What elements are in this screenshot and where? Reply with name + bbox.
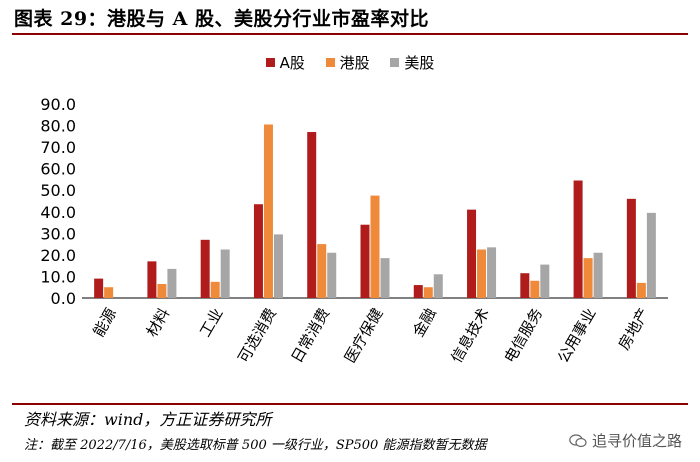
bar-a-share xyxy=(520,273,530,298)
chart-legend: A股 港股 美股 xyxy=(0,52,700,73)
x-category-label: 电信服务 xyxy=(501,305,547,366)
title-divider xyxy=(12,33,688,35)
y-tick-label: 80.0 xyxy=(40,117,76,136)
legend-item-a-share: A股 xyxy=(265,52,305,73)
y-tick-label: 30.0 xyxy=(40,224,76,243)
x-category-label: 房地产 xyxy=(615,305,653,353)
legend-label-a-share: A股 xyxy=(279,54,305,72)
bar-hk-share xyxy=(583,258,593,298)
bar-us-share xyxy=(167,268,177,298)
bar-a-share xyxy=(200,239,210,298)
note-text: 注：截至 2022/7/16，美股选取标普 500 一级行业，SP500 能源指… xyxy=(24,438,487,453)
bar-a-share xyxy=(147,261,157,298)
bar-a-share xyxy=(253,204,263,298)
bar-us-share xyxy=(593,252,603,298)
bar-hk-share xyxy=(157,283,167,298)
x-category-label: 公用事业 xyxy=(554,305,600,366)
y-tick-label: 50.0 xyxy=(40,181,76,200)
y-tick-label: 90.0 xyxy=(40,95,76,114)
bar-us-share xyxy=(646,212,656,298)
watermark-text: 追寻价值之路 xyxy=(591,432,682,450)
legend-item-hk-share: 港股 xyxy=(325,52,370,73)
legend-swatch-a-share xyxy=(265,58,275,67)
bar-a-share xyxy=(360,224,370,298)
watermark: 追寻价值之路 xyxy=(569,430,682,451)
y-tick-label: 0.0 xyxy=(51,289,76,308)
bar-a-share xyxy=(94,278,104,298)
bar-us-share xyxy=(540,264,550,298)
x-category-label: 金融 xyxy=(409,305,440,340)
x-category-label: 医疗保健 xyxy=(341,305,387,366)
bar-a-share xyxy=(573,180,583,298)
bar-a-share xyxy=(413,285,423,298)
x-category-label: 日常消费 xyxy=(288,305,334,366)
bar-us-share xyxy=(327,252,337,298)
bar-a-share xyxy=(626,198,636,298)
bar-us-share xyxy=(487,247,497,298)
x-category-label: 工业 xyxy=(196,305,227,340)
y-tick-label: 10.0 xyxy=(40,267,76,286)
wechat-icon xyxy=(569,433,587,447)
bar-hk-share xyxy=(477,249,487,298)
bar-hk-share xyxy=(317,244,327,298)
legend-swatch-hk-share xyxy=(325,58,335,67)
legend-item-us-share: 美股 xyxy=(390,52,434,73)
bar-us-share xyxy=(273,234,283,298)
source-divider xyxy=(12,403,688,405)
bar-hk-share xyxy=(370,195,380,298)
x-category-label: 材料 xyxy=(143,305,174,340)
bar-hk-share xyxy=(104,287,114,298)
bar-a-share xyxy=(467,209,477,298)
legend-label-us-share: 美股 xyxy=(404,54,435,72)
bar-hk-share xyxy=(263,124,273,298)
bar-hk-share xyxy=(636,282,646,298)
x-category-label: 可选消费 xyxy=(234,305,280,366)
x-category-label: 信息技术 xyxy=(447,305,493,366)
bar-hk-share xyxy=(530,280,540,298)
source-text: 资料来源：wind，方正证券研究所 xyxy=(24,410,272,429)
bar-hk-share xyxy=(210,281,220,298)
bar-us-share xyxy=(380,258,390,298)
legend-swatch-us-share xyxy=(390,58,400,67)
x-category-label: 能源 xyxy=(90,305,121,340)
legend-label-hk-share: 港股 xyxy=(339,54,370,72)
y-tick-label: 60.0 xyxy=(40,160,76,179)
pe-ratio-bar-chart: 0.0 10.0 20.0 30.0 40.0 50.0 60.0 70.0 80.0 90.0 能… xyxy=(40,95,668,366)
bar-a-share xyxy=(307,132,317,298)
y-tick-label: 40.0 xyxy=(40,203,76,222)
bar-hk-share xyxy=(423,287,433,298)
y-tick-label: 70.0 xyxy=(40,138,76,157)
bar-us-share xyxy=(433,274,443,298)
bar-us-share xyxy=(220,249,230,298)
y-tick-label: 20.0 xyxy=(40,246,76,265)
page-title: 图表 29：港股与 A 股、美股分行业市盈率对比 xyxy=(14,8,430,30)
